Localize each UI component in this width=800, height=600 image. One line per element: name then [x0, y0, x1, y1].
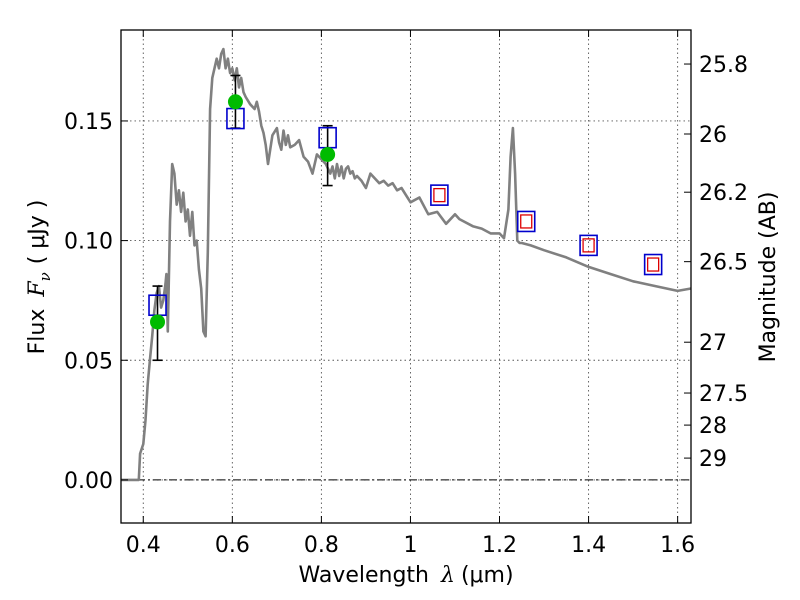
- model-photometry-inner-box: [433, 187, 446, 203]
- observed-point: [227, 94, 243, 110]
- model-photometry-inner-box: [646, 257, 660, 272]
- x-tick-label: 0.6: [215, 533, 250, 558]
- x-axis-label: Wavelength λ (μm): [298, 563, 513, 588]
- mag-tick-label: 27: [699, 331, 727, 356]
- x-tick-label: 1.6: [660, 533, 695, 558]
- mag-tick-label: 28: [699, 414, 727, 439]
- plot-frame: [120, 29, 692, 524]
- mag-tick-label: 27.5: [699, 382, 748, 407]
- photometry-marks: [148, 74, 663, 362]
- model-photometry-box: [516, 210, 536, 233]
- observed-point: [320, 146, 336, 162]
- x-tick-label: 1.2: [482, 533, 517, 558]
- model-photometry-box: [579, 234, 598, 257]
- model-photometry-inner-box: [582, 238, 595, 253]
- mag-tick-label: 26.2: [699, 181, 748, 206]
- model-sed-line: [121, 47, 692, 482]
- y-tick-label: 0.05: [64, 349, 113, 374]
- mag-tick-label: 26.5: [699, 251, 748, 276]
- x-tick-label: 1: [403, 533, 417, 558]
- model-photometry-box: [430, 184, 449, 206]
- x-tick-label: 0.8: [304, 533, 339, 558]
- y2-axis-label: Magnitude (AB): [756, 192, 781, 363]
- x-tick-label: 1.4: [571, 533, 606, 558]
- y-tick-label: 0.10: [64, 230, 113, 255]
- axis-ticks: 0.4 0.6 0.8 1 1.2 1.4 1.6 0.00 0.05 0.10 0.15 25.8 2…: [64, 30, 748, 558]
- y-axis-label: FluxFν( μJy ): [25, 200, 54, 355]
- y-tick-label: 0.00: [64, 469, 113, 494]
- y-tick-label: 0.15: [64, 110, 113, 135]
- mag-tick-label: 26: [699, 123, 727, 148]
- observed-point: [150, 314, 166, 330]
- mag-tick-label: 29: [699, 447, 727, 472]
- model-photometry-box: [643, 253, 663, 276]
- model-photometry-inner-box: [520, 214, 533, 229]
- x-tick-label: 0.4: [126, 533, 161, 558]
- mag-tick-label: 25.8: [699, 53, 748, 78]
